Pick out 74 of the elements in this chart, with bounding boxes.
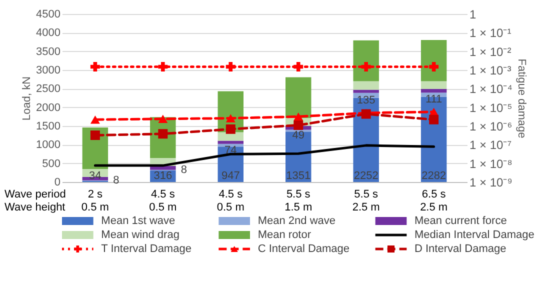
- x-tick-label: 4.5 s 0.5 m: [149, 188, 177, 214]
- x-tick-label: 5.5 s 2.5 m: [352, 188, 380, 214]
- y-tick-label: 3000: [36, 64, 60, 76]
- point: [294, 62, 304, 72]
- bar: [218, 140, 244, 144]
- point: [158, 114, 168, 124]
- point: [429, 114, 439, 124]
- point: [90, 130, 100, 140]
- bar: [218, 132, 244, 141]
- x-tick-label: 6.5 s 2.5 m: [420, 188, 448, 214]
- point: [429, 62, 439, 72]
- data-label: 947: [221, 170, 240, 182]
- data-label: 111: [425, 94, 442, 106]
- x-tick-label: 4.5 s 0.5 m: [216, 188, 244, 214]
- x-tick-label: 2 s 0.5 m: [81, 188, 109, 214]
- y-tick-label: 2000: [36, 102, 60, 114]
- point: [294, 112, 304, 121]
- y-tick-label: 0: [54, 176, 60, 188]
- legend-label: Mean 2nd wave: [258, 215, 336, 227]
- legend-label: Median Interval Damage: [414, 229, 534, 241]
- bar: [353, 90, 379, 93]
- bar: [353, 40, 379, 82]
- data-label: 135: [356, 94, 376, 106]
- legend-label: C Interval Damage: [258, 243, 350, 255]
- point: [90, 62, 100, 72]
- y2-tick-label: 1: [470, 8, 476, 22]
- data-label: 8: [180, 164, 188, 176]
- y2-axis-title: Fatigue damage: [515, 58, 528, 138]
- bar: [420, 81, 447, 90]
- y2-tick-label: 1 × 10⁻²: [470, 44, 512, 59]
- y2-tick-label: 1 × 10⁻⁹: [470, 176, 512, 190]
- bar: [285, 77, 312, 118]
- legend-label: T Interval Damage: [101, 243, 192, 255]
- y-tick-label: 500: [42, 158, 60, 170]
- bar: [420, 89, 447, 93]
- data-label: 316: [154, 170, 172, 182]
- y-tick-label: 1000: [36, 139, 60, 152]
- legend-label: Mean 1st wave: [101, 215, 176, 227]
- data-label: 49: [292, 130, 304, 142]
- data-label: 8: [113, 174, 120, 186]
- y-tick-label: 2500: [36, 83, 60, 96]
- point: [90, 116, 100, 124]
- legend-label: Mean wind drag: [101, 229, 180, 241]
- y-axis-title: Load, kN: [21, 76, 34, 121]
- legend-label: Mean current force: [414, 215, 507, 227]
- y-tick-label: 3500: [36, 46, 60, 58]
- data-label: 1351: [286, 170, 311, 182]
- bar: [420, 40, 447, 82]
- y2-tick-label: 1 × 10⁻⁷: [470, 138, 512, 152]
- y2-tick-label: 1 × 10⁻³: [470, 64, 512, 78]
- y2-tick-label: 1 × 10⁻⁴: [470, 82, 512, 96]
- line-series: [94, 144, 436, 167]
- y-tick-label: 1500: [36, 120, 60, 132]
- point: [226, 62, 236, 72]
- point: [158, 129, 168, 139]
- point: [226, 114, 236, 122]
- text: Wave period: [4, 188, 66, 200]
- text: Wave height: [4, 202, 66, 214]
- data-label: 2252: [354, 170, 378, 182]
- point: [158, 62, 168, 72]
- y-tick-label: 4000: [36, 27, 60, 40]
- y2-tick-label: 1 × 10⁻⁵: [470, 100, 512, 115]
- y2-tick-label: 1 × 10⁻⁶: [470, 120, 512, 134]
- y2-tick-label: 1 × 10⁻¹: [470, 26, 512, 40]
- data-label: 2282: [422, 170, 446, 182]
- y-tick-label: 4500: [36, 8, 60, 20]
- point: [226, 124, 236, 134]
- legend-label: D Interval Damage: [414, 243, 506, 255]
- bar: [353, 81, 379, 90]
- y2-tick-label: 1 × 10⁻⁸: [470, 156, 512, 171]
- point: [294, 120, 304, 130]
- x-tick-label: 5.5 s 1.5 m: [284, 188, 312, 214]
- point: [361, 62, 371, 72]
- legend-label: Mean rotor: [258, 229, 312, 241]
